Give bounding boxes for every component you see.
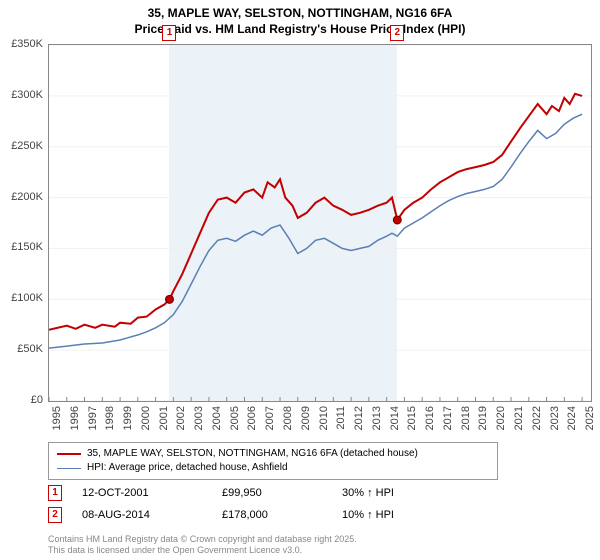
x-tick-label: 2008 <box>282 406 294 430</box>
x-tick-label: 2015 <box>406 406 418 430</box>
attribution-line: This data is licensed under the Open Gov… <box>48 545 588 556</box>
y-tick-label: £350K <box>11 38 43 50</box>
series-hpi-line <box>49 114 582 348</box>
x-tick-label: 2016 <box>424 406 436 430</box>
y-tick-label: £50K <box>17 343 43 355</box>
x-tick-label: 2022 <box>531 406 543 430</box>
legend-item: 35, MAPLE WAY, SELSTON, NOTTINGHAM, NG16… <box>57 447 489 461</box>
x-tick-label: 2000 <box>140 406 152 430</box>
x-tick-label: 2024 <box>566 406 578 430</box>
x-tick-label: 2005 <box>229 406 241 430</box>
x-tick-label: 2009 <box>300 406 312 430</box>
chart-plot-area: 12 <box>48 44 592 402</box>
legend-swatch <box>57 453 81 455</box>
y-tick-label: £0 <box>31 394 43 406</box>
title-line1: 35, MAPLE WAY, SELSTON, NOTTINGHAM, NG16… <box>0 6 600 22</box>
x-tick-label: 1997 <box>87 406 99 430</box>
y-tick-label: £150K <box>11 241 43 253</box>
y-tick-label: £300K <box>11 89 43 101</box>
x-tick-label: 2014 <box>389 406 401 430</box>
x-tick-label: 1995 <box>51 406 63 430</box>
chart-title: 35, MAPLE WAY, SELSTON, NOTTINGHAM, NG16… <box>0 0 600 37</box>
x-tick-label: 2006 <box>246 406 258 430</box>
sale-hpi-diff: 30% ↑ HPI <box>342 487 462 499</box>
sale-marker-icon: 2 <box>48 507 62 523</box>
x-tick-label: 2003 <box>193 406 205 430</box>
y-tick-label: £200K <box>11 191 43 203</box>
sale-point-dot <box>165 295 173 303</box>
x-tick-label: 2025 <box>584 406 596 430</box>
legend-swatch <box>57 468 81 469</box>
chart-sale-marker: 2 <box>390 25 404 41</box>
sale-point-dot <box>393 216 401 224</box>
chart-sale-marker: 1 <box>162 25 176 41</box>
sale-marker-icon: 1 <box>48 485 62 501</box>
x-tick-label: 2013 <box>371 406 383 430</box>
x-tick-label: 1996 <box>69 406 81 430</box>
legend-label: 35, MAPLE WAY, SELSTON, NOTTINGHAM, NG16… <box>87 447 418 461</box>
y-axis-labels: £0£50K£100K£150K£200K£250K£300K£350K <box>0 44 46 402</box>
sale-row: 2 08-AUG-2014 £178,000 10% ↑ HPI <box>48 504 588 526</box>
x-tick-label: 2007 <box>264 406 276 430</box>
x-tick-label: 2004 <box>211 406 223 430</box>
x-tick-label: 2017 <box>442 406 454 430</box>
x-tick-label: 2010 <box>318 406 330 430</box>
x-tick-label: 2002 <box>175 406 187 430</box>
sale-date: 08-AUG-2014 <box>82 509 202 521</box>
sale-price: £178,000 <box>222 509 322 521</box>
sale-row: 1 12-OCT-2001 £99,950 30% ↑ HPI <box>48 482 588 504</box>
x-tick-label: 2012 <box>353 406 365 430</box>
x-tick-label: 2011 <box>335 406 347 430</box>
sale-transactions: 1 12-OCT-2001 £99,950 30% ↑ HPI 2 08-AUG… <box>48 482 588 526</box>
legend-label: HPI: Average price, detached house, Ashf… <box>87 461 288 475</box>
legend-item: HPI: Average price, detached house, Ashf… <box>57 461 489 475</box>
attribution-line: Contains HM Land Registry data © Crown c… <box>48 534 588 545</box>
legend: 35, MAPLE WAY, SELSTON, NOTTINGHAM, NG16… <box>48 442 498 480</box>
x-tick-label: 1999 <box>122 406 134 430</box>
chart-svg <box>49 45 591 401</box>
x-tick-label: 1998 <box>104 406 116 430</box>
x-tick-label: 2020 <box>495 406 507 430</box>
series-price-paid-line <box>49 94 582 330</box>
attribution: Contains HM Land Registry data © Crown c… <box>48 534 588 557</box>
title-line2: Price paid vs. HM Land Registry's House … <box>0 22 600 38</box>
x-axis-labels: 1995 1996 1997 1998 1999 2000 2001 2002 2003 2004… <box>48 404 592 444</box>
x-tick-label: 2023 <box>549 406 561 430</box>
y-tick-label: £250K <box>11 140 43 152</box>
sale-price: £99,950 <box>222 487 322 499</box>
x-tick-label: 2021 <box>513 406 525 430</box>
x-tick-label: 2019 <box>477 406 489 430</box>
x-tick-label: 2001 <box>158 406 170 430</box>
sale-hpi-diff: 10% ↑ HPI <box>342 509 462 521</box>
y-tick-label: £100K <box>11 292 43 304</box>
sale-date: 12-OCT-2001 <box>82 487 202 499</box>
x-tick-label: 2018 <box>460 406 472 430</box>
